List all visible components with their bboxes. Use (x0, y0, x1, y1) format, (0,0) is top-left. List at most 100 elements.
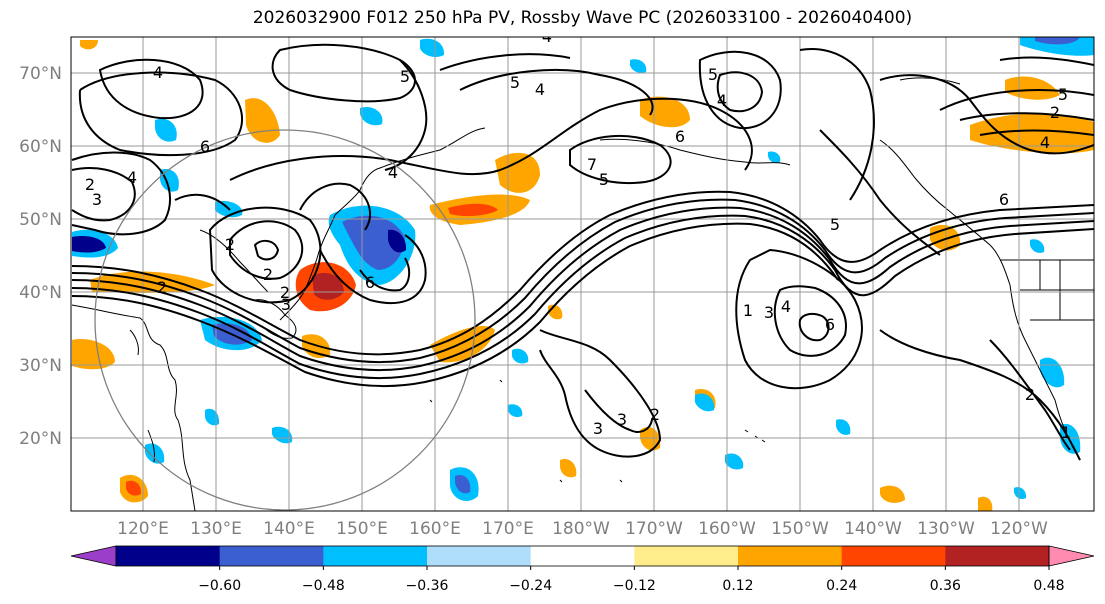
shade-neg (72, 236, 106, 253)
coastline (429, 379, 623, 483)
contour (71, 198, 1094, 364)
colorbar-tick-label: −0.48 (302, 578, 345, 594)
shade-pos (448, 203, 498, 217)
lat-label: 70°N (19, 64, 62, 84)
coastlines (71, 77, 1094, 511)
coastline (279, 214, 336, 321)
contour-label: 5 (510, 73, 520, 92)
lat-label: 40°N (19, 283, 62, 303)
coastline (199, 229, 269, 293)
shade-neg (342, 215, 405, 270)
lon-label: 130°W (917, 519, 975, 539)
contour-label: 5 (400, 67, 410, 86)
graticule (71, 37, 1094, 511)
coastline (147, 429, 155, 463)
shade-pos (80, 40, 98, 50)
lon-label: 120°E (117, 519, 169, 539)
lat-label: 60°N (19, 137, 62, 157)
contour (799, 48, 875, 201)
coastline (899, 77, 961, 85)
shade-neg (836, 419, 851, 435)
lon-label: 160°W (698, 519, 756, 539)
colorbar-tick-label: −0.12 (613, 578, 656, 594)
shade-neg (1030, 239, 1045, 253)
shade-neg (420, 38, 445, 58)
contour-label: 5 (599, 170, 609, 189)
contour (71, 222, 839, 388)
contour-label: 3 (92, 190, 102, 209)
contour (773, 285, 847, 357)
coastline (129, 329, 139, 356)
shade-neg (1035, 37, 1080, 45)
coastline (599, 138, 791, 166)
colorbar-bin (634, 546, 739, 566)
contour-label: 3 (617, 410, 627, 429)
shade-pos (970, 113, 1094, 154)
colorbar-bin (427, 546, 532, 566)
shade-pos (72, 339, 115, 370)
lat-label: 30°N (19, 356, 62, 376)
shade-neg (630, 59, 647, 73)
contour (253, 239, 280, 261)
contour-label: 2 (1050, 103, 1060, 122)
shade-pos (495, 152, 540, 193)
shade-pos (880, 485, 905, 503)
contour-label: 7 (587, 155, 597, 174)
contour (71, 190, 1094, 356)
contour-label: 2 (157, 278, 167, 297)
colorbar-bin (219, 546, 324, 566)
contour-label: 3 (281, 295, 291, 314)
latitude-labels: 70°N 60°N 50°N 40°N 30°N 20°N (19, 64, 62, 449)
coastline (879, 139, 1081, 461)
shade-neg (725, 453, 744, 470)
colorbar-bin (530, 546, 635, 566)
shade-neg (768, 151, 781, 164)
lon-label: 140°E (263, 519, 315, 539)
shade-neg (160, 169, 179, 192)
shade-neg (388, 229, 407, 253)
contour-label: 4 (1040, 133, 1050, 152)
contour (798, 312, 830, 342)
lon-label: 170°E (482, 519, 534, 539)
contour (71, 214, 1094, 380)
contour-label: 4 (153, 63, 163, 82)
map-background (71, 37, 1094, 511)
contour (569, 134, 672, 185)
contour (716, 71, 764, 113)
figure-title: 2026032900 F012 250 hPa PV, Rossby Wave … (252, 8, 913, 28)
colorbar-tick-label: 0.24 (826, 578, 857, 594)
lon-label: 150°E (336, 519, 388, 539)
colorbar-tick-label: −0.24 (509, 578, 552, 594)
colorbar-tick-label: −0.60 (198, 578, 241, 594)
colorbar-extend-max (1048, 545, 1095, 567)
colorbar-extend-min (70, 545, 117, 567)
contour-label: 6 (825, 315, 835, 334)
shade-pos (640, 427, 661, 451)
longitude-labels: 120°E 130°E 140°E 150°E 160°E 170°E 180°W 170°W… (117, 519, 1048, 539)
contour-label: 6 (365, 273, 375, 292)
colorbar-tick-label: −0.36 (406, 578, 449, 594)
contour-label: 1 (1061, 423, 1071, 442)
shade-pos (312, 272, 344, 300)
contour-label: 4 (535, 80, 545, 99)
contour-label: 2 (650, 405, 660, 424)
contour (999, 56, 1094, 66)
contour (735, 248, 863, 390)
contour-label: 4 (542, 27, 552, 46)
contour-label: 4 (781, 297, 791, 316)
contour (208, 206, 322, 304)
contour-label: 5 (830, 215, 840, 234)
contour-label: 6 (675, 127, 685, 146)
colorbar: −0.60 −0.48 −0.36 −0.24 −0.12 0.12 0.24 0.36 0.4… (70, 545, 1095, 594)
lon-label: 170°W (625, 519, 683, 539)
contour (959, 112, 1094, 121)
lat-label: 20°N (19, 429, 62, 449)
shade-neg (695, 393, 715, 412)
shade-neg (512, 348, 529, 364)
pv-contours (71, 43, 1094, 461)
contour (459, 69, 654, 116)
lon-label: 130°E (190, 519, 242, 539)
contour (584, 389, 653, 433)
